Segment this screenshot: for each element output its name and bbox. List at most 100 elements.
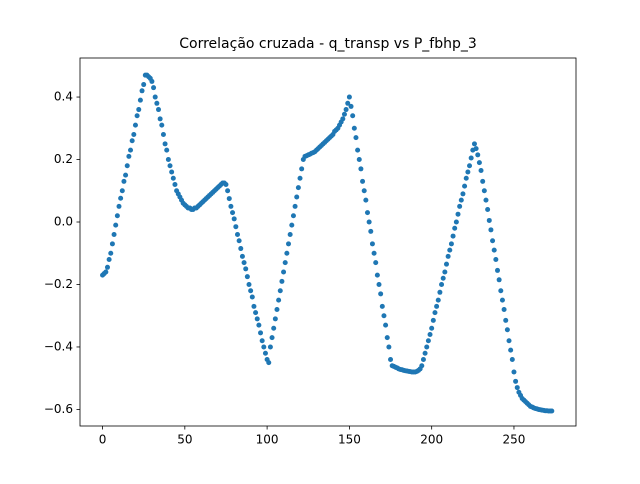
y-tick-label: −0.2 — [44, 277, 73, 291]
point — [289, 222, 295, 228]
point — [114, 213, 120, 219]
point — [384, 335, 390, 341]
point — [267, 344, 273, 350]
point — [386, 344, 392, 350]
point — [297, 175, 303, 181]
point — [429, 325, 435, 331]
point — [170, 175, 176, 181]
point — [238, 246, 244, 252]
point — [233, 224, 239, 230]
point — [256, 322, 262, 328]
point — [116, 203, 122, 209]
point — [294, 194, 300, 200]
point — [376, 281, 382, 287]
point — [468, 155, 474, 161]
point — [149, 78, 155, 84]
point — [261, 344, 267, 350]
point — [226, 196, 232, 202]
point — [508, 347, 514, 353]
point — [169, 169, 175, 175]
point — [486, 217, 492, 223]
point — [361, 188, 367, 194]
x-tick-label: 250 — [503, 433, 526, 447]
point — [118, 195, 124, 201]
point — [465, 169, 471, 175]
point — [128, 147, 134, 153]
point — [424, 344, 430, 350]
point — [154, 100, 160, 106]
y-tick-label: 0.0 — [54, 215, 73, 229]
point — [162, 141, 168, 147]
point — [290, 213, 296, 219]
point — [134, 113, 140, 119]
point — [378, 291, 384, 297]
point — [223, 182, 229, 188]
point — [251, 303, 257, 309]
point — [258, 330, 264, 336]
point — [453, 219, 459, 225]
point — [292, 203, 298, 209]
point — [427, 331, 433, 337]
point — [254, 316, 260, 322]
point — [351, 125, 357, 131]
point — [467, 163, 473, 169]
point — [509, 356, 515, 362]
point — [141, 82, 147, 88]
point — [455, 211, 461, 217]
point — [473, 146, 479, 152]
y-tick-label: −0.6 — [44, 402, 73, 416]
point — [282, 260, 288, 266]
point — [295, 185, 301, 191]
point — [445, 253, 451, 259]
point — [272, 316, 278, 322]
point — [475, 152, 481, 158]
point — [549, 408, 555, 414]
point — [514, 385, 520, 391]
point — [355, 147, 361, 153]
point — [345, 100, 351, 106]
point — [481, 188, 487, 194]
point — [172, 182, 178, 188]
point — [478, 167, 484, 173]
point — [496, 277, 502, 283]
point — [266, 360, 272, 366]
point — [159, 122, 165, 128]
point — [299, 166, 305, 172]
point — [277, 288, 283, 294]
point — [236, 238, 242, 244]
x-tick-label: 200 — [420, 433, 443, 447]
point — [350, 113, 356, 119]
point — [244, 274, 250, 280]
point — [499, 297, 505, 303]
point — [504, 327, 510, 333]
point — [343, 107, 349, 113]
y-tick-label: 0.2 — [54, 152, 73, 166]
point — [511, 369, 517, 375]
point — [119, 188, 125, 194]
point — [450, 233, 456, 239]
point — [480, 178, 486, 184]
point — [358, 166, 364, 172]
point — [356, 157, 362, 163]
point — [157, 116, 163, 122]
point — [284, 250, 290, 256]
point — [155, 107, 161, 113]
x-tick-label: 0 — [99, 433, 107, 447]
point — [485, 207, 491, 213]
point — [241, 260, 247, 266]
point — [259, 338, 265, 344]
point — [129, 138, 135, 144]
point — [435, 297, 441, 303]
point — [239, 253, 245, 259]
point — [501, 306, 507, 312]
chart-title: Correlação cruzada - q_transp vs P_fbhp_… — [179, 36, 477, 52]
point — [364, 210, 370, 216]
point — [443, 261, 449, 267]
point — [346, 94, 352, 100]
point — [167, 163, 173, 169]
point — [274, 306, 280, 312]
point — [165, 157, 171, 163]
point — [513, 378, 519, 384]
point — [368, 228, 374, 234]
